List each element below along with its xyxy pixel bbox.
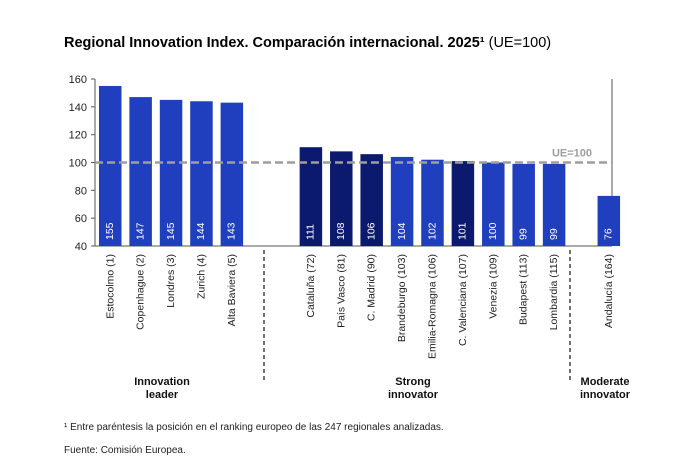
x-tick-label: Estocolmo (1) xyxy=(104,254,116,319)
group-labels: InnovationleaderStronginnovatorModeratei… xyxy=(134,250,631,401)
bar xyxy=(299,147,323,246)
bar-value-label: 99 xyxy=(548,228,560,240)
source-note: Fuente: Comisión Europea. xyxy=(64,445,186,456)
group-label: Strong xyxy=(395,376,430,388)
y-tick-label: 60 xyxy=(75,213,87,225)
bar-value-label: 102 xyxy=(426,222,438,240)
y-tick-label: 160 xyxy=(69,74,87,86)
bar-value-label: 108 xyxy=(335,222,347,240)
y-tick-label: 100 xyxy=(69,158,87,170)
bar xyxy=(129,97,152,246)
bar-value-label: 100 xyxy=(487,222,499,240)
x-tick-label: Emilia-Romagna (106) xyxy=(426,254,438,359)
x-tick-label: Cataluña (72) xyxy=(305,254,317,318)
y-tick-label: 140 xyxy=(69,102,87,114)
x-tick-label: Andalucía (164) xyxy=(603,254,615,328)
bar-value-label: 76 xyxy=(603,228,615,240)
x-tick-label: Copenhague (2) xyxy=(135,254,147,330)
bar-value-label: 104 xyxy=(396,222,408,240)
bar-value-label: 106 xyxy=(365,222,377,240)
group-label: innovator xyxy=(388,389,439,401)
group-label: Moderate xyxy=(581,376,630,388)
x-tick-label: Lombardia (115) xyxy=(548,254,560,330)
x-tick-label: Alta Baviera (5) xyxy=(226,254,238,326)
chart-title: Regional Innovation Index. Comparación i… xyxy=(64,35,551,51)
bar-value-label: 111 xyxy=(305,224,317,240)
bar xyxy=(482,162,505,246)
bar xyxy=(190,101,213,247)
bar-value-label: 99 xyxy=(517,228,529,240)
bar xyxy=(597,195,621,246)
x-tick-label: Zurich (4) xyxy=(195,254,207,299)
bar-value-label: 145 xyxy=(165,222,177,240)
bar xyxy=(512,163,535,246)
bar xyxy=(330,151,353,246)
bar xyxy=(421,159,444,246)
bar xyxy=(390,156,414,246)
y-tick-label: 120 xyxy=(69,130,87,142)
group-label: innovator xyxy=(580,389,631,401)
x-tick-label: Budapest (113) xyxy=(518,254,530,325)
bar xyxy=(220,102,244,247)
x-tick-label: Brandeburgo (103) xyxy=(396,254,408,342)
y-tick-label: 80 xyxy=(75,185,87,197)
plot-area: 155 147 145 144 143 111 108 106 104 102 101 100 99 99… xyxy=(95,85,621,247)
x-tick-label: País Vasco (81) xyxy=(335,254,347,328)
bar-value-label: 143 xyxy=(226,222,238,240)
bar xyxy=(451,161,475,246)
group-label: Innovation xyxy=(134,376,190,388)
y-tick-label: 40 xyxy=(75,241,87,253)
x-tick-label: C. Madrid (90) xyxy=(366,254,378,321)
bar-value-label: 101 xyxy=(457,222,469,240)
footnote: ¹ Entre paréntesis la posición en el ran… xyxy=(64,422,444,433)
reference-line-label: UE=100 xyxy=(552,148,592,160)
group-label: leader xyxy=(146,389,179,401)
bar xyxy=(542,163,566,246)
bar xyxy=(99,85,122,246)
bar xyxy=(360,154,383,246)
x-tick-label: Londres (3) xyxy=(165,254,177,308)
bar-value-label: 155 xyxy=(104,222,116,240)
x-axis-labels: Estocolmo (1) Copenhague (2) Londres (3) Zu… xyxy=(104,254,615,359)
x-tick-label: C. Valenciana (107) xyxy=(457,254,469,346)
bar-value-label: 144 xyxy=(195,222,207,240)
x-tick-label: Venezia (109) xyxy=(487,254,499,319)
bar-value-label: 147 xyxy=(134,222,146,240)
bar xyxy=(159,99,183,246)
